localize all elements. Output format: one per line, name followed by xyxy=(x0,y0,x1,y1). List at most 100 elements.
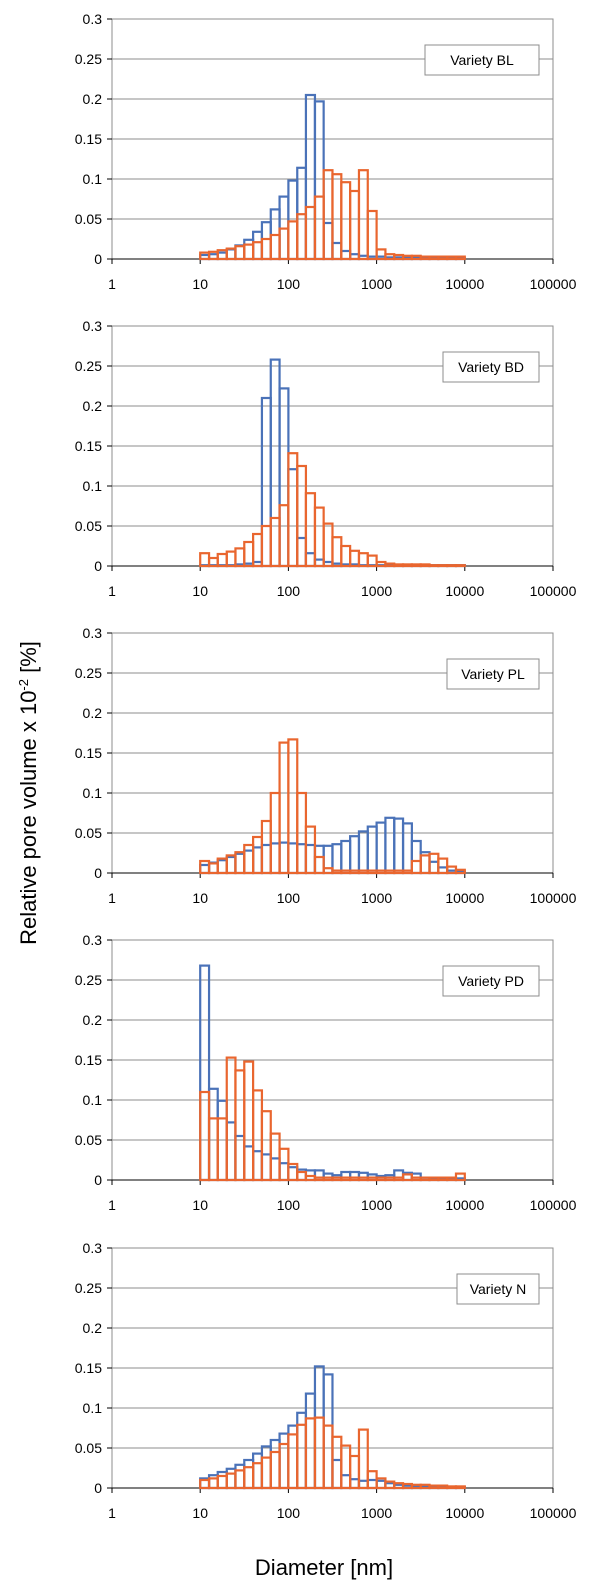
y-tick-label: 0.15 xyxy=(75,745,102,761)
variety-label-box xyxy=(442,965,540,997)
y-tick-label: 0.3 xyxy=(83,318,103,334)
x-tick-label: 10000 xyxy=(445,583,484,599)
y-axis-title-main: Relative pore volume x 10 xyxy=(16,691,41,945)
x-tick-label: 100 xyxy=(277,1197,301,1213)
histogram-bar xyxy=(313,855,325,875)
y-tick-label: 0.2 xyxy=(83,91,103,107)
x-tick-label: 100000 xyxy=(530,890,577,906)
x-tick-label: 100000 xyxy=(530,1505,577,1521)
x-tick-label: 100000 xyxy=(530,583,577,599)
x-tick-label: 10000 xyxy=(445,890,484,906)
variety-label-box xyxy=(456,1273,540,1305)
chart-panel-2: 0 0.05 0.1 0.15 0.2 0.25 0.3 1 10 100 1000 10000 100… xyxy=(75,318,577,599)
x-tick-label: 1 xyxy=(108,890,116,906)
x-tick-label: 10 xyxy=(192,1505,208,1521)
y-tick-label: 0.3 xyxy=(83,11,103,27)
histogram-bar xyxy=(401,563,413,568)
chart-panel-4: 0 0.05 0.1 0.15 0.2 0.25 0.3 1 10 100 1000 10000 100… xyxy=(75,932,577,1213)
variety-label: Variety PD xyxy=(458,973,524,989)
y-tick-label: 0.1 xyxy=(83,1092,103,1108)
y-tick-label: 0.25 xyxy=(75,358,102,374)
y-tick-label: 0.1 xyxy=(83,478,103,494)
x-tick-label: 1 xyxy=(108,1505,116,1521)
histogram-bar xyxy=(454,564,466,568)
y-tick-label: 0 xyxy=(94,558,102,574)
y-tick-label: 0.15 xyxy=(75,1360,102,1376)
x-tick-label: 100000 xyxy=(530,276,577,292)
x-tick-label: 100 xyxy=(277,583,301,599)
variety-label-box xyxy=(424,44,540,76)
x-axis-title: Diameter [nm] xyxy=(255,1555,393,1580)
y-tick-label: 0.05 xyxy=(75,518,102,534)
variety-label: Variety N xyxy=(470,1281,527,1297)
x-tick-label: 10000 xyxy=(445,276,484,292)
x-tick-label: 10000 xyxy=(445,1197,484,1213)
x-tick-label: 1000 xyxy=(361,1505,392,1521)
histogram-bar xyxy=(393,563,405,568)
series-2 xyxy=(199,1416,466,1490)
x-tick-label: 100 xyxy=(277,1505,301,1521)
x-tick-label: 10 xyxy=(192,583,208,599)
y-tick-label: 0.25 xyxy=(75,1280,102,1296)
y-axis-title-unit: [%] xyxy=(16,641,41,679)
histogram-bar xyxy=(428,564,440,568)
x-tick-label: 100 xyxy=(277,276,301,292)
chart-panel-3: 0 0.05 0.1 0.15 0.2 0.25 0.3 1 10 100 1000 10000 100… xyxy=(75,625,577,906)
y-tick-label: 0.05 xyxy=(75,825,102,841)
y-tick-label: 0.1 xyxy=(83,1400,103,1416)
chart-panel-5: 0 0.05 0.1 0.15 0.2 0.25 0.3 1 10 100 1000 10000 100… xyxy=(75,1240,577,1521)
series-2 xyxy=(199,1056,466,1182)
variety-label: Variety PL xyxy=(461,666,525,682)
x-tick-label: 1 xyxy=(108,1197,116,1213)
series-2 xyxy=(199,452,466,568)
y-tick-label: 0.25 xyxy=(75,665,102,681)
series-2 xyxy=(199,738,466,875)
histogram-bar xyxy=(410,563,422,568)
histogram-bar xyxy=(446,1485,458,1490)
y-axis-title: Relative pore volume x 10-2 [%] xyxy=(16,641,41,945)
x-tick-label: 100000 xyxy=(530,1197,577,1213)
histogram-bar xyxy=(366,209,378,261)
x-tick-label: 10 xyxy=(192,276,208,292)
y-tick-label: 0.1 xyxy=(83,785,103,801)
histogram-bar xyxy=(357,1428,369,1490)
x-tick-label: 1000 xyxy=(361,583,392,599)
variety-label-box xyxy=(442,351,540,383)
histogram-bar xyxy=(446,564,458,568)
chart-panel-1: 0 0.05 0.1 0.15 0.2 0.25 0.3 1 10 100 1000 10000 100… xyxy=(75,11,577,292)
y-tick-label: 0 xyxy=(94,865,102,881)
x-tick-label: 10 xyxy=(192,1197,208,1213)
x-tick-label: 1000 xyxy=(361,276,392,292)
y-tick-label: 0.2 xyxy=(83,1012,103,1028)
histogram-bar xyxy=(437,564,449,568)
x-tick-label: 100 xyxy=(277,890,301,906)
y-tick-label: 0.2 xyxy=(83,705,103,721)
variety-label: Variety BD xyxy=(458,359,524,375)
y-tick-label: 0.05 xyxy=(75,1440,102,1456)
y-tick-label: 0.2 xyxy=(83,1320,103,1336)
y-tick-label: 0 xyxy=(94,1172,102,1188)
y-tick-label: 0 xyxy=(94,251,102,267)
x-tick-label: 1000 xyxy=(361,890,392,906)
x-tick-label: 10 xyxy=(192,890,208,906)
y-tick-label: 0.3 xyxy=(83,1240,103,1256)
y-tick-label: 0.05 xyxy=(75,1132,102,1148)
variety-label-box xyxy=(446,658,540,690)
histogram-bar xyxy=(454,1485,466,1490)
y-axis-title-exponent: -2 xyxy=(16,679,31,691)
series-2 xyxy=(199,169,466,261)
y-tick-label: 0.15 xyxy=(75,438,102,454)
histogram-bar xyxy=(419,563,431,568)
y-tick-label: 0.3 xyxy=(83,932,103,948)
y-tick-label: 0.15 xyxy=(75,1052,102,1068)
y-tick-label: 0.1 xyxy=(83,171,103,187)
y-tick-label: 0.25 xyxy=(75,51,102,67)
histogram-bar xyxy=(304,825,317,875)
x-tick-label: 1000 xyxy=(361,1197,392,1213)
variety-label: Variety BL xyxy=(450,52,514,68)
x-tick-label: 1 xyxy=(108,276,116,292)
y-tick-label: 0.15 xyxy=(75,131,102,147)
y-tick-label: 0 xyxy=(94,1480,102,1496)
histogram-bar xyxy=(366,554,378,568)
